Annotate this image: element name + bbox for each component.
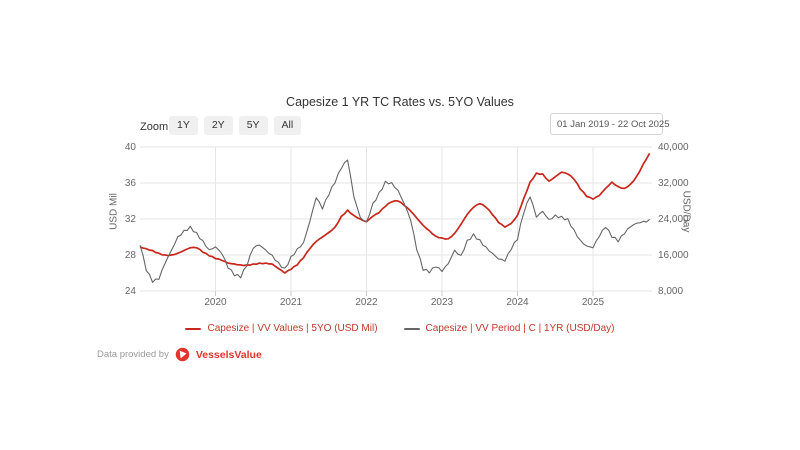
attribution: Data provided by VesselsValue [97,347,262,362]
vesselsvalue-brand-link[interactable]: VesselsValue [195,348,262,361]
x-axis-tick-label: 2020 [204,297,227,308]
y-axis-right-tick-label: 40,000 [658,142,689,153]
legend-marker-gray-line [403,327,420,330]
y-axis-left-tick-label: 40 [124,142,136,153]
legend-label-period: Capesize | VV Period | C | 1YR (USD/Day) [425,323,615,334]
zoom-button-5y[interactable]: 5Y [238,116,268,135]
y-axis-left-tick-label: 28 [124,250,136,261]
y-axis-right-tick-label: 8,000 [658,286,684,297]
x-axis-tick-label: 2025 [581,297,605,308]
attribution-text: Data provided by [97,349,169,360]
legend-item-values[interactable]: Capesize | VV Values | 5YO (USD Mil) [185,323,378,334]
y-axis-left-tick-label: 32 [124,214,136,225]
x-axis-tick-label: 2022 [355,297,378,308]
series-line-values[interactable] [139,152,651,274]
date-range-picker[interactable]: 01 Jan 2019 - 22 Oct 2025 [550,113,670,135]
legend-marker-red-line [185,327,202,330]
legend-item-period[interactable]: Capesize | VV Period | C | 1YR (USD/Day) [403,323,615,334]
chart-title: Capesize 1 YR TC Rates vs. 5YO Values [286,95,514,109]
zoom-button-group: 1Y 2Y 5Y All [169,116,302,135]
x-axis-tick-label: 2024 [506,297,529,308]
legend-label-values: Capesize | VV Values | 5YO (USD Mil) [207,323,378,334]
legend: Capesize | VV Values | 5YO (USD Mil) Cap… [0,323,800,334]
x-axis-tick-label: 2021 [279,297,303,308]
x-axis-tick-label: 2023 [430,297,454,308]
zoom-button-all[interactable]: All [273,116,302,135]
y-axis-right-tick-label: 24,000 [658,214,689,225]
zoom-label: Zoom [140,121,169,133]
date-range-value: 01 Jan 2019 - 22 Oct 2025 [557,118,670,130]
y-axis-right-tick-label: 32,000 [658,178,689,189]
zoom-button-2y[interactable]: 2Y [203,116,233,135]
y-axis-left-tick-label: 24 [124,286,136,297]
zoom-button-1y[interactable]: 1Y [169,116,198,135]
vesselsvalue-logo-icon [175,347,190,362]
y-axis-right-tick-label: 16,000 [658,250,689,261]
y-axis-left-tick-label: 36 [124,178,136,189]
series-line-period[interactable] [139,159,650,283]
